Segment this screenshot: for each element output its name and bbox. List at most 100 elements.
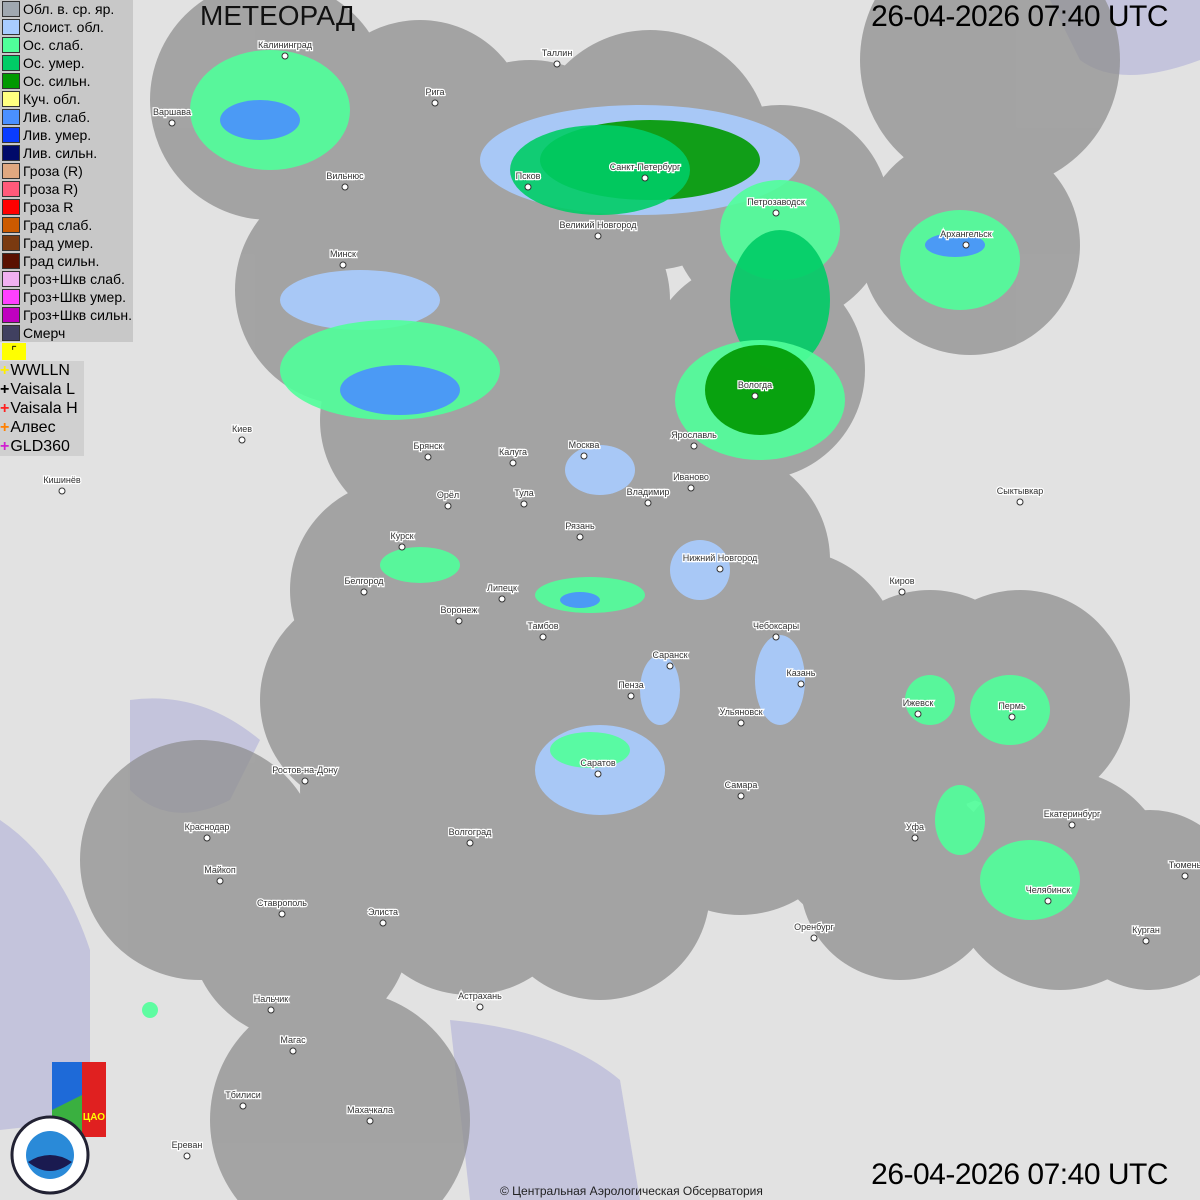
- legend-label: Гроза R: [23, 199, 74, 215]
- legend-label: Лив. слаб.: [23, 109, 91, 125]
- precipitation-echo: [900, 210, 1020, 310]
- lightning-cross-icon: +: [0, 362, 10, 379]
- city-label: Великий Новгород: [560, 220, 638, 230]
- city-marker: [455, 617, 463, 625]
- city-label: Киров: [889, 576, 914, 586]
- legend-item: Ос. сильн.: [0, 72, 133, 90]
- radar-coverage-circle: [410, 380, 590, 560]
- legend-label: Гроза R): [23, 181, 79, 197]
- legend-item: Град сильн.: [0, 252, 133, 270]
- legend-label: Куч. обл.: [23, 91, 81, 107]
- city-marker: [398, 543, 406, 551]
- legend-label: Слоист. обл.: [23, 19, 104, 35]
- precipitation-echo: [980, 840, 1080, 920]
- city-marker: [914, 710, 922, 718]
- city-marker: [553, 60, 561, 68]
- precipitation-echo: [510, 125, 690, 215]
- city-marker: [772, 633, 780, 641]
- city-label: Минск: [330, 249, 356, 259]
- city-label: Казань: [787, 668, 816, 678]
- precipitation-echo: [380, 547, 460, 583]
- legend-item: Гроза (R): [0, 162, 133, 180]
- lightning-network-label: Алвес: [10, 419, 56, 436]
- city-marker: [539, 633, 547, 641]
- city-marker: [772, 209, 780, 217]
- legend-item: Лив. умер.: [0, 126, 133, 144]
- city-labels: Калининград Таллин Рига Варшава Вильнюс Псков…: [42, 39, 1200, 1160]
- city-label: Калуга: [499, 447, 527, 457]
- radar-coverage-circle: [260, 590, 480, 810]
- city-marker: [366, 1117, 374, 1125]
- city-label: Волгоград: [449, 827, 492, 837]
- precipitation-echo: [550, 732, 630, 768]
- legend-swatch: [2, 181, 20, 197]
- city-marker: [238, 436, 246, 444]
- city-label: Ижевск: [903, 698, 934, 708]
- legend: Обл. в. ср. яр. Слоист. обл. Ос. слаб. Ос. …: [0, 0, 133, 342]
- city-label: Элиста: [368, 907, 398, 917]
- city-label: Белгород: [344, 576, 384, 586]
- legend-swatch: [2, 55, 20, 71]
- city-marker: [520, 500, 528, 508]
- legend-item: Слоист. обл.: [0, 18, 133, 36]
- legend-swatch: [2, 19, 20, 35]
- city-label: Курск: [390, 531, 413, 541]
- city-marker: [898, 588, 906, 596]
- roshydromet-logo: [10, 1115, 90, 1195]
- precipitation-echo: [970, 675, 1050, 745]
- legend-label: Ос. слаб.: [23, 37, 84, 53]
- legend-swatch: [2, 127, 20, 143]
- precipitation-echo: [142, 1002, 158, 1018]
- city-marker: [690, 442, 698, 450]
- city-marker: [239, 1102, 247, 1110]
- lightning-network-item: + GLD360: [0, 437, 84, 456]
- city-marker: [301, 777, 309, 785]
- city-marker: [524, 183, 532, 191]
- city-label: Калининград: [258, 40, 313, 50]
- legend-swatch: [2, 307, 20, 323]
- city-label: Нижний Новгород: [683, 553, 758, 563]
- precipitation-echo: [705, 345, 815, 435]
- city-marker: [289, 1047, 297, 1055]
- city-marker: [797, 680, 805, 688]
- city-label: Пермь: [998, 701, 1026, 711]
- legend-item: Лив. сильн.: [0, 144, 133, 162]
- flag-icon[interactable]: ⌜: [2, 343, 26, 360]
- timestamp-top: 26-04-2026 07:40 UTC: [871, 0, 1168, 33]
- legend-swatch: [2, 199, 20, 215]
- city-marker: [341, 183, 349, 191]
- city-label: Чебоксары: [753, 621, 799, 631]
- page-title: МЕТЕОРАД: [200, 0, 355, 31]
- city-label: Махачкала: [347, 1105, 393, 1115]
- precipitation-echo: [280, 270, 440, 330]
- legend-label: Ос. умер.: [23, 55, 85, 71]
- city-label: Тбилиси: [225, 1090, 261, 1100]
- legend-label: Гроза (R): [23, 163, 83, 179]
- city-label: Самара: [725, 780, 758, 790]
- city-marker: [666, 662, 674, 670]
- svg-text:ЦАО: ЦАО: [83, 1112, 105, 1123]
- legend-item: Гроз+Шкв умер.: [0, 288, 133, 306]
- legend-label: Гроз+Шкв слаб.: [23, 271, 125, 287]
- city-marker: [737, 792, 745, 800]
- city-marker: [476, 1003, 484, 1011]
- city-label: Владимир: [627, 487, 670, 497]
- legend-item: Ос. умер.: [0, 54, 133, 72]
- legend-label: Смерч: [23, 325, 66, 341]
- city-label: Псков: [516, 171, 541, 181]
- legend-label: Ос. сильн.: [23, 73, 91, 89]
- city-label: Ярославль: [671, 430, 717, 440]
- radar-coverage-circle: [1060, 810, 1200, 990]
- legend-label: Гроз+Шкв сильн.: [23, 307, 132, 323]
- city-label: Брянск: [413, 441, 442, 451]
- legend-swatch: [2, 163, 20, 179]
- city-label: Киев: [232, 424, 252, 434]
- legend-swatch: [2, 235, 20, 251]
- city-marker: [278, 910, 286, 918]
- legend-swatch: [2, 271, 20, 287]
- city-label: Сыктывкар: [997, 486, 1044, 496]
- radar-coverage-circle: [210, 990, 470, 1200]
- lightning-network-item: + Vaisala H: [0, 399, 84, 418]
- precipitation-echo: [340, 365, 460, 415]
